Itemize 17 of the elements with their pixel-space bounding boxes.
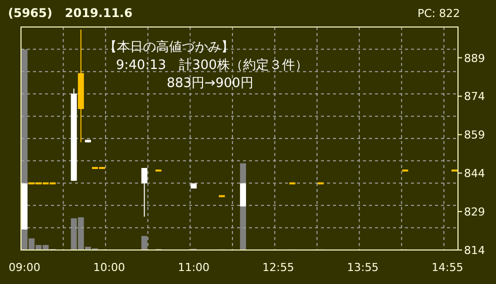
- y-tick-label: 859: [464, 128, 485, 142]
- y-tick-label: 814: [464, 244, 485, 257]
- annotation: 883円→900円: [166, 76, 254, 91]
- x-tick-label: 14:55: [432, 261, 464, 274]
- x-tick-label: 12:55: [262, 261, 294, 274]
- x-tick-label: 10:00: [93, 261, 125, 274]
- x-tick-label: 13:55: [346, 261, 379, 274]
- y-tick-label: 889: [464, 52, 485, 65]
- y-tick-label: 874: [464, 90, 485, 104]
- chart-title: (5965) 2019.11.6: [8, 6, 132, 20]
- x-tick-label: 11:00: [178, 261, 210, 274]
- text: PC: 822: [417, 7, 460, 20]
- annotation: 【本日の高値づかみ】: [104, 39, 234, 55]
- y-tick-label: 844: [464, 167, 485, 180]
- x-tick-label: 09:00: [8, 261, 40, 274]
- annotation: 9:40:13 計300株（約定３件）: [116, 58, 308, 73]
- y-tick-label: 829: [464, 206, 485, 219]
